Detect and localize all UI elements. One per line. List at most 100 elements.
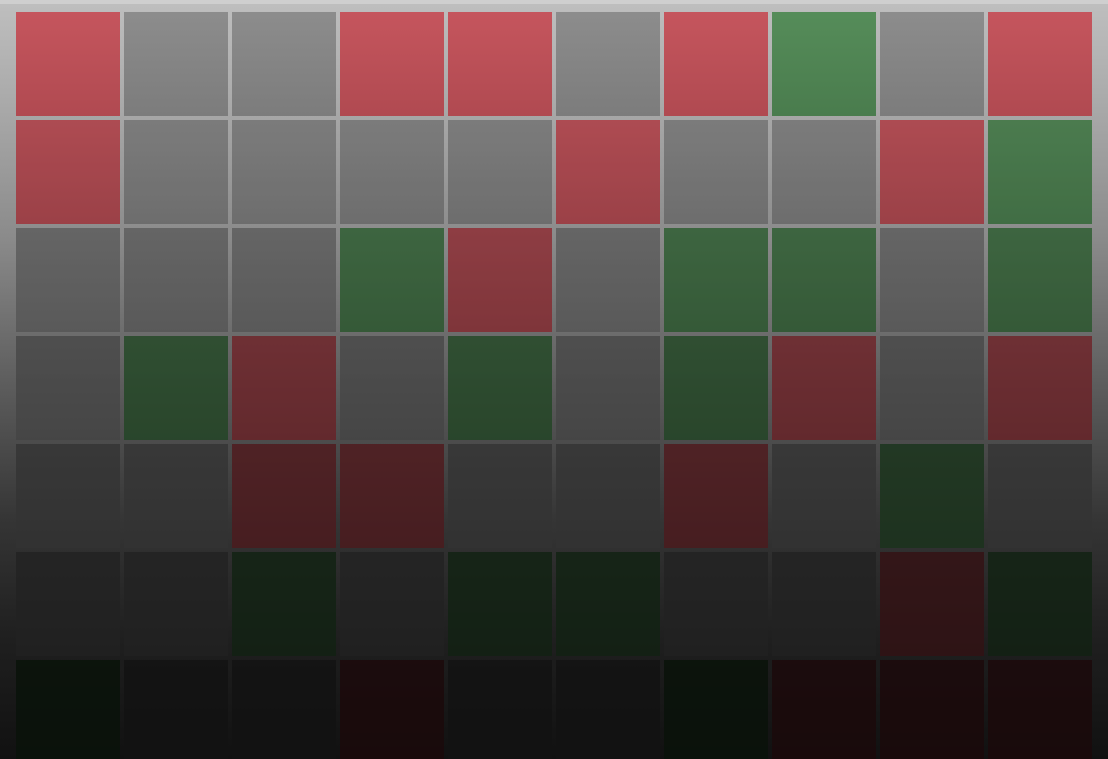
- tile-r4-c10-red[interactable]: [988, 336, 1092, 440]
- tile-shading: [16, 444, 120, 548]
- tile-r4-c4-gray[interactable]: [340, 336, 444, 440]
- tile-r3-c7-green[interactable]: [664, 228, 768, 332]
- tile-shading: [772, 12, 876, 116]
- tile-shading: [772, 552, 876, 656]
- tile-r6-c7-gray[interactable]: [664, 552, 768, 656]
- tile-r4-c8-red[interactable]: [772, 336, 876, 440]
- tile-r2-c5-gray[interactable]: [448, 120, 552, 224]
- tile-r4-c6-gray[interactable]: [556, 336, 660, 440]
- tile-r5-c6-gray[interactable]: [556, 444, 660, 548]
- tile-r5-c8-gray[interactable]: [772, 444, 876, 548]
- tile-r6-c6-green[interactable]: [556, 552, 660, 656]
- tile-r6-c1-gray[interactable]: [16, 552, 120, 656]
- tile-shading: [556, 552, 660, 656]
- tile-r1-c1-red[interactable]: [16, 12, 120, 116]
- tile-r1-c8-green[interactable]: [772, 12, 876, 116]
- tile-r7-c4-red[interactable]: [340, 660, 444, 759]
- tile-r2-c2-gray[interactable]: [124, 120, 228, 224]
- tile-r5-c10-gray[interactable]: [988, 444, 1092, 548]
- tile-shading: [232, 660, 336, 759]
- tile-r7-c2-gray[interactable]: [124, 660, 228, 759]
- tile-shading: [988, 552, 1092, 656]
- tile-shading: [664, 12, 768, 116]
- tile-r6-c2-gray[interactable]: [124, 552, 228, 656]
- tile-r5-c2-gray[interactable]: [124, 444, 228, 548]
- tile-r4-c5-green[interactable]: [448, 336, 552, 440]
- tile-shading: [556, 444, 660, 548]
- tile-shading: [772, 336, 876, 440]
- tile-r2-c7-gray[interactable]: [664, 120, 768, 224]
- tile-shading: [340, 12, 444, 116]
- tile-r6-c4-gray[interactable]: [340, 552, 444, 656]
- tile-r7-c10-red[interactable]: [988, 660, 1092, 759]
- tile-r3-c8-green[interactable]: [772, 228, 876, 332]
- tile-r6-c10-green[interactable]: [988, 552, 1092, 656]
- tile-shading: [664, 444, 768, 548]
- tile-r1-c7-red[interactable]: [664, 12, 768, 116]
- tile-shading: [880, 336, 984, 440]
- tile-r2-c6-red[interactable]: [556, 120, 660, 224]
- tile-r2-c1-red[interactable]: [16, 120, 120, 224]
- tile-r2-c4-gray[interactable]: [340, 120, 444, 224]
- tile-r4-c1-gray[interactable]: [16, 336, 120, 440]
- tile-r3-c9-gray[interactable]: [880, 228, 984, 332]
- tile-shading: [16, 660, 120, 759]
- tile-r5-c9-green[interactable]: [880, 444, 984, 548]
- tile-r5-c4-red[interactable]: [340, 444, 444, 548]
- tile-shading: [124, 12, 228, 116]
- tile-r1-c2-gray[interactable]: [124, 12, 228, 116]
- tile-shading: [232, 120, 336, 224]
- tile-shading: [880, 552, 984, 656]
- tile-r4-c9-gray[interactable]: [880, 336, 984, 440]
- tile-r6-c8-gray[interactable]: [772, 552, 876, 656]
- tile-r2-c8-gray[interactable]: [772, 120, 876, 224]
- tile-shading: [988, 12, 1092, 116]
- tile-r6-c5-green[interactable]: [448, 552, 552, 656]
- tile-r2-c3-gray[interactable]: [232, 120, 336, 224]
- tile-r5-c3-red[interactable]: [232, 444, 336, 548]
- tile-r3-c3-gray[interactable]: [232, 228, 336, 332]
- tile-r4-c3-red[interactable]: [232, 336, 336, 440]
- tile-shading: [124, 120, 228, 224]
- tile-r1-c5-red[interactable]: [448, 12, 552, 116]
- tile-r7-c5-gray[interactable]: [448, 660, 552, 759]
- tile-shading: [664, 336, 768, 440]
- tile-r1-c9-gray[interactable]: [880, 12, 984, 116]
- tile-shading: [772, 660, 876, 759]
- tile-r5-c1-gray[interactable]: [16, 444, 120, 548]
- tile-shading: [988, 228, 1092, 332]
- tile-r3-c1-gray[interactable]: [16, 228, 120, 332]
- tile-shading: [16, 12, 120, 116]
- tile-r1-c3-gray[interactable]: [232, 12, 336, 116]
- tile-shading: [664, 120, 768, 224]
- tile-r2-c10-green[interactable]: [988, 120, 1092, 224]
- tile-r7-c3-gray[interactable]: [232, 660, 336, 759]
- tile-r7-c1-green[interactable]: [16, 660, 120, 759]
- tile-shading: [880, 444, 984, 548]
- tile-r3-c6-gray[interactable]: [556, 228, 660, 332]
- tile-r3-c5-red[interactable]: [448, 228, 552, 332]
- tile-r4-c2-green[interactable]: [124, 336, 228, 440]
- tile-shading: [880, 12, 984, 116]
- tile-shading: [988, 336, 1092, 440]
- tile-r1-c6-gray[interactable]: [556, 12, 660, 116]
- tile-r4-c7-green[interactable]: [664, 336, 768, 440]
- tile-r1-c10-red[interactable]: [988, 12, 1092, 116]
- tile-r1-c4-red[interactable]: [340, 12, 444, 116]
- tile-r2-c9-red[interactable]: [880, 120, 984, 224]
- tile-r7-c6-gray[interactable]: [556, 660, 660, 759]
- tile-shading: [988, 120, 1092, 224]
- tile-r7-c7-green[interactable]: [664, 660, 768, 759]
- tile-r5-c5-gray[interactable]: [448, 444, 552, 548]
- tile-shading: [16, 336, 120, 440]
- tile-r3-c2-gray[interactable]: [124, 228, 228, 332]
- tile-r6-c9-red[interactable]: [880, 552, 984, 656]
- tile-r6-c3-green[interactable]: [232, 552, 336, 656]
- tile-r7-c9-red[interactable]: [880, 660, 984, 759]
- tile-shading: [880, 660, 984, 759]
- tile-r7-c8-red[interactable]: [772, 660, 876, 759]
- tile-r3-c10-green[interactable]: [988, 228, 1092, 332]
- tile-shading: [340, 120, 444, 224]
- tile-r3-c4-green[interactable]: [340, 228, 444, 332]
- tile-r5-c7-red[interactable]: [664, 444, 768, 548]
